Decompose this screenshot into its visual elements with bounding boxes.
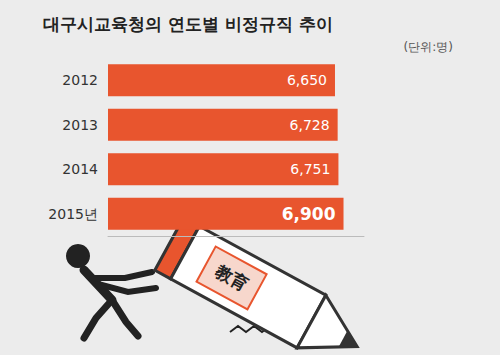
svg-text:6,900: 6,900 — [282, 204, 336, 224]
svg-text:2014: 2014 — [62, 161, 98, 177]
svg-text:2013: 2013 — [62, 117, 98, 133]
svg-text:2012: 2012 — [62, 72, 98, 88]
svg-text:6,728: 6,728 — [290, 117, 330, 133]
svg-text:教育: 教育 — [211, 261, 251, 295]
svg-text:대구시교육청의 연도별 비정규직 추이: 대구시교육청의 연도별 비정규직 추이 — [43, 14, 333, 34]
svg-text:(단위:명): (단위:명) — [404, 40, 453, 54]
svg-text:6,751: 6,751 — [290, 161, 330, 177]
svg-text:2015년: 2015년 — [48, 206, 98, 222]
svg-text:6,650: 6,650 — [287, 72, 327, 88]
